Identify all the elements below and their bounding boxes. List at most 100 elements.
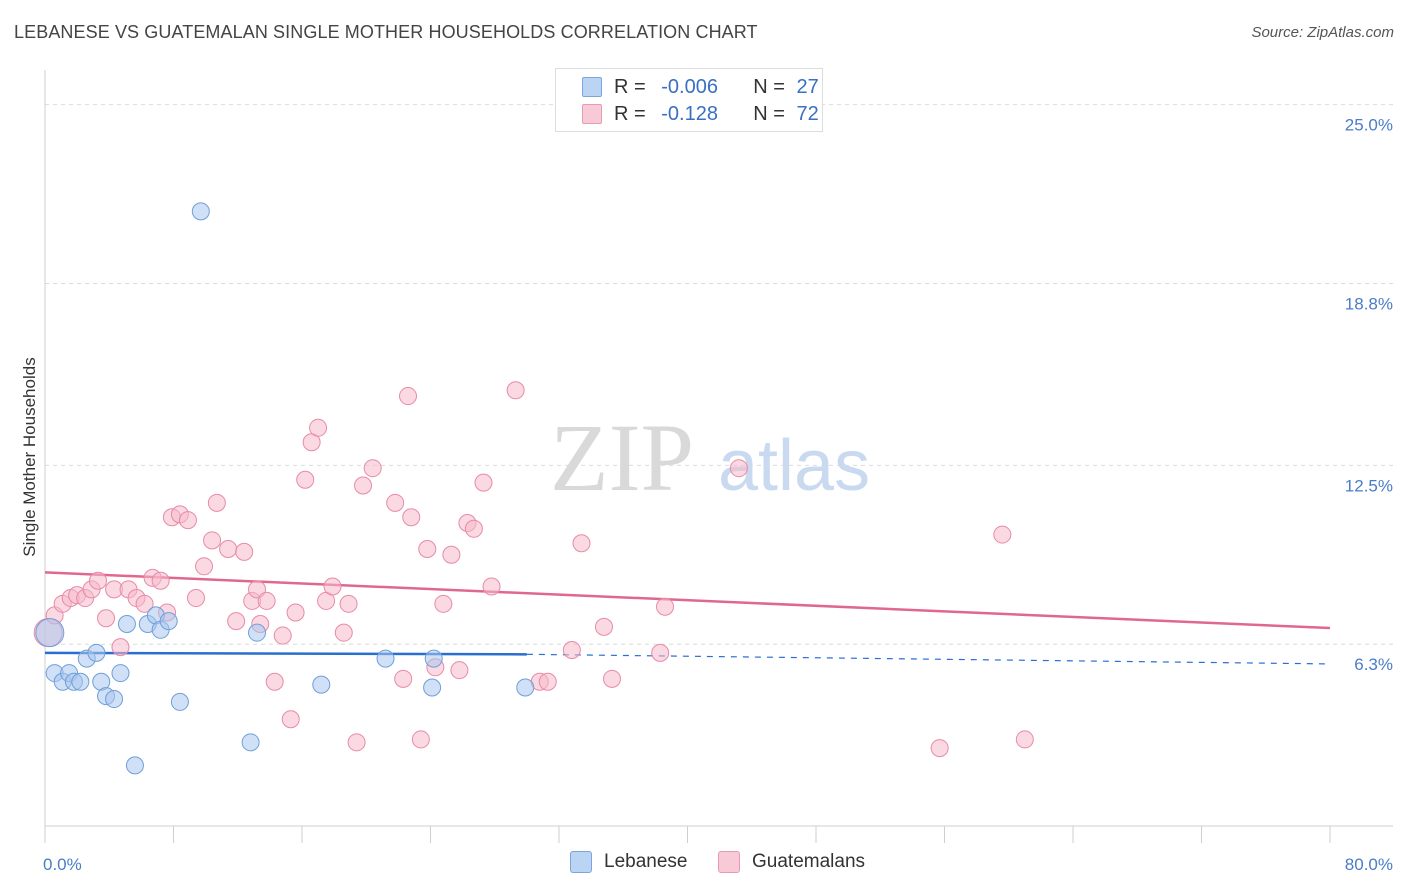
guatemalan-point (603, 669, 622, 688)
guatemalan-point (281, 710, 300, 729)
x-tick-label: 0.0% (43, 855, 82, 874)
lebanese-point (170, 692, 189, 711)
guatemalan-point (399, 387, 418, 406)
lebanese-point (516, 678, 535, 697)
guatemalan-point (394, 669, 413, 688)
legend-n-value: 27 (796, 75, 819, 98)
guatemalan-point (111, 638, 130, 657)
source-label: Source: ZipAtlas.com (1251, 24, 1394, 41)
guatemalan-point (411, 730, 430, 749)
guatemalan-point (151, 571, 170, 590)
guatemalan-point (993, 525, 1012, 544)
guatemalan-point (186, 589, 205, 608)
guatemalan-point (482, 577, 501, 596)
guatemalan-point (334, 623, 353, 642)
guatemalan-point (178, 511, 197, 530)
guatemalan-point (248, 580, 267, 599)
guatemalan-point (464, 519, 483, 538)
legend-r-label: R = (614, 75, 646, 98)
y-axis-title: Single Mother Households (20, 357, 39, 556)
guatemalan-point (354, 476, 373, 495)
lebanese-trend-extension (526, 653, 1331, 665)
guatemalan-point (656, 597, 675, 616)
lebanese-point (87, 643, 106, 662)
lebanese-point (423, 678, 442, 697)
guatemalan-point (207, 493, 226, 512)
lebanese-point (241, 733, 260, 752)
lebanese-point (312, 675, 331, 694)
guatemalan-point (538, 672, 557, 691)
guatemalan-point (347, 733, 366, 752)
data-points (33, 202, 1034, 775)
series-legend: Lebanese Guatemalans (0, 851, 1406, 879)
guatemalan-point (257, 591, 276, 610)
watermark: ZIP atlas (550, 404, 870, 511)
legend-n-label: N = (753, 102, 785, 125)
guatemalan-point (930, 739, 949, 758)
lebanese-point (376, 649, 395, 668)
guatemalan-point (474, 473, 493, 492)
grid-lines (45, 104, 1393, 645)
guatemalan-point (562, 640, 581, 659)
guatemalan-point (442, 545, 461, 564)
watermark-zip: ZIP (550, 404, 694, 511)
y-tick-label: 12.5% (1345, 476, 1393, 495)
guatemalan-point (135, 594, 154, 613)
guatemalan-point (97, 609, 116, 628)
y-tick-label: 6.3% (1354, 655, 1393, 674)
legend-r-label: R = (614, 102, 646, 125)
lebanese-point (111, 664, 130, 683)
guatemalan-point (651, 643, 670, 662)
correlation-legend: R = -0.006 N = 27 R = -0.128 N = 72 (555, 68, 823, 132)
guatemalan-point (273, 626, 292, 645)
guatemalan-point (89, 571, 108, 590)
legend-n-value: 72 (796, 102, 819, 125)
lebanese-swatch (582, 77, 602, 97)
guatemalan-swatch (582, 104, 602, 124)
guatemalan-legend-label: Guatemalans (752, 851, 866, 872)
guatemalan-point (506, 381, 525, 400)
guatemalan-point (1015, 730, 1034, 749)
guatemalan-point (386, 493, 405, 512)
guatemalan-point (572, 534, 591, 553)
guatemalan-point (195, 557, 214, 576)
guatemalan-point (729, 459, 748, 478)
chart-title: LEBANESE VS GUATEMALAN SINGLE MOTHER HOU… (14, 22, 758, 42)
lebanese-point (191, 202, 210, 221)
lebanese-legend-swatch (570, 851, 592, 873)
lebanese-point (159, 612, 178, 631)
guatemalan-point (402, 508, 421, 527)
legend-r-value: -0.128 (661, 102, 718, 125)
legend-row-guatemalans: R = -0.128 N = 72 (582, 101, 819, 127)
lebanese-point (248, 623, 267, 642)
guatemalan-point (227, 612, 246, 631)
legend-n-label: N = (753, 75, 785, 98)
lebanese-point (125, 756, 144, 775)
guatemalan-point (235, 542, 254, 561)
guatemalan-point (219, 539, 238, 558)
guatemalan-point (594, 617, 613, 636)
y-tick-label: 18.8% (1345, 295, 1393, 314)
guatemalan-point (434, 594, 453, 613)
lebanese-legend-label: Lebanese (604, 851, 688, 872)
guatemalan-point (309, 418, 328, 437)
lebanese-point (105, 690, 124, 709)
lebanese-point (424, 649, 443, 668)
legend-row-lebanese: R = -0.006 N = 27 (582, 74, 819, 100)
guatemalan-point (339, 594, 358, 613)
guatemalan-point (363, 459, 382, 478)
legend-item-guatemalans[interactable]: Guatemalans (718, 851, 865, 873)
guatemalan-point (286, 603, 305, 622)
y-tick-label: 25.0% (1345, 116, 1393, 135)
lebanese-point (71, 672, 90, 691)
guatemalan-point (203, 531, 222, 550)
guatemalan-point (418, 539, 437, 558)
legend-r-value: -0.006 (661, 75, 718, 98)
legend-item-lebanese[interactable]: Lebanese (570, 851, 687, 873)
axes (44, 70, 1393, 843)
guatemalan-point (323, 577, 342, 596)
guatemalan-point (450, 661, 469, 680)
lebanese-point (35, 618, 65, 648)
x-tick-label: 80.0% (1345, 855, 1393, 874)
